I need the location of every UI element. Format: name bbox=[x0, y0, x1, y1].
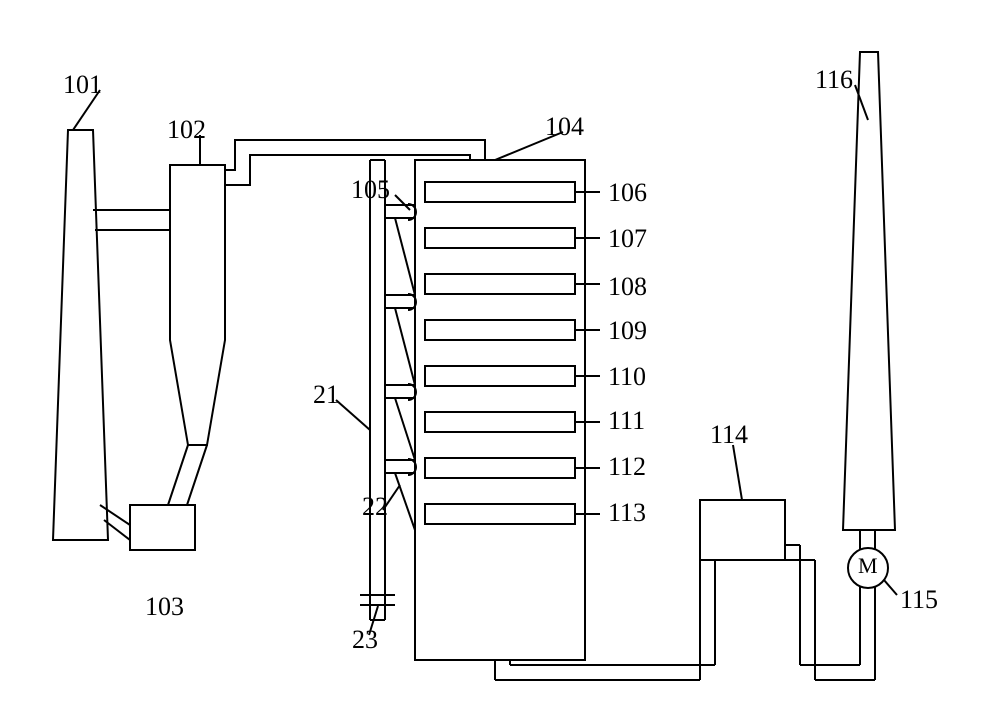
label-115: 115 bbox=[900, 585, 938, 615]
label-110: 110 bbox=[608, 362, 646, 392]
pipe-box-tower-t bbox=[100, 505, 130, 525]
left-tower bbox=[53, 130, 108, 540]
branch-diag-1 bbox=[395, 218, 415, 295]
label-106: 106 bbox=[608, 178, 647, 208]
tray-112 bbox=[425, 458, 575, 478]
label-22: 22 bbox=[362, 492, 388, 522]
label-103: 103 bbox=[145, 592, 184, 622]
label-107: 107 bbox=[608, 224, 647, 254]
tray-110 bbox=[425, 366, 575, 386]
label-21: 21 bbox=[313, 380, 339, 410]
box-103 bbox=[130, 505, 195, 550]
pipe-cyclone-box-r bbox=[187, 445, 207, 505]
label-23: 23 bbox=[352, 625, 378, 655]
tray-113 bbox=[425, 504, 575, 524]
cyclone bbox=[170, 165, 225, 445]
label-114: 114 bbox=[710, 420, 748, 450]
label-113: 113 bbox=[608, 498, 646, 528]
branch-diag-3 bbox=[395, 398, 415, 460]
label-109: 109 bbox=[608, 316, 647, 346]
label-102: 102 bbox=[167, 115, 206, 145]
branch-diag-4 bbox=[395, 473, 415, 530]
label-104: 104 bbox=[545, 112, 584, 142]
pipe-cyclone-box-l bbox=[168, 445, 188, 505]
leader-115 bbox=[884, 580, 897, 595]
tray-109 bbox=[425, 320, 575, 340]
leader-114 bbox=[733, 445, 742, 500]
tray-106 bbox=[425, 182, 575, 202]
label-116: 116 bbox=[815, 65, 853, 95]
leader-105 bbox=[395, 195, 410, 210]
tray-107 bbox=[425, 228, 575, 248]
label-M: M bbox=[858, 553, 878, 579]
stack bbox=[843, 52, 895, 530]
leader-21 bbox=[336, 400, 370, 430]
main-vessel bbox=[415, 160, 585, 660]
branch-diag-2 bbox=[395, 308, 415, 385]
label-112: 112 bbox=[608, 452, 646, 482]
label-108: 108 bbox=[608, 272, 647, 302]
tray-111 bbox=[425, 412, 575, 432]
label-101: 101 bbox=[63, 70, 102, 100]
tray-108 bbox=[425, 274, 575, 294]
label-111: 111 bbox=[608, 406, 645, 436]
label-105: 105 bbox=[351, 175, 390, 205]
box-114 bbox=[700, 500, 785, 560]
